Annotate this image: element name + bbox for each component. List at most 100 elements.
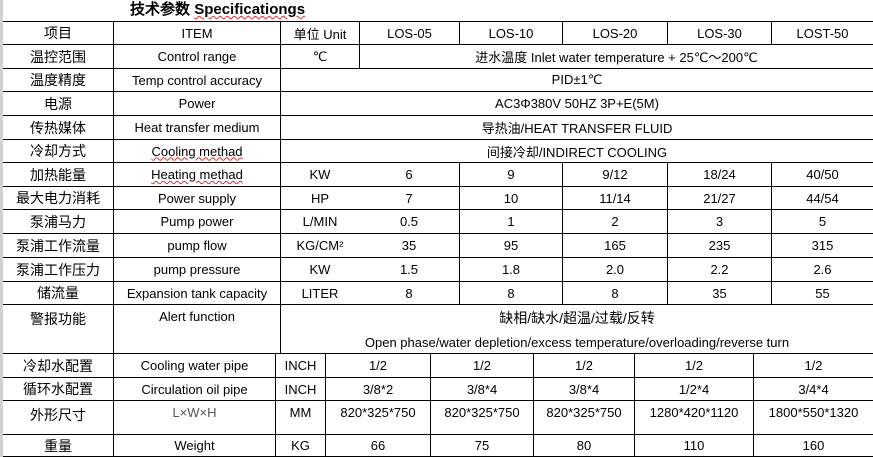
- table-row: 储流量 Expansion tank capacity LITER 8 8 8 35 55: [3, 281, 873, 304]
- row-label-en: Power supply: [113, 187, 280, 209]
- window-edge: [0, 0, 3, 457]
- row-value: 1800*550*1320: [753, 401, 873, 434]
- title-en: Specificationgs: [194, 1, 306, 18]
- table-row: 传热媒体 Heat transfer medium 导热油/HEAT TRANSFE…: [3, 115, 873, 139]
- alert-value-zh: 缺相/缺水/超温/过载/反转: [499, 310, 655, 327]
- table-row: 温控范围 Control range ℃ 进水温度 Inlet water tempe…: [3, 44, 873, 68]
- row-label-en: Control range: [113, 45, 280, 68]
- row-value: 55: [771, 282, 873, 304]
- row-value: 2.6: [771, 258, 873, 281]
- header-model: LOS-30: [667, 22, 771, 44]
- row-value: 1280*420*1120: [634, 401, 753, 434]
- row-value: 1/2: [325, 354, 430, 377]
- row-label-en: Heat transfer medium: [113, 116, 280, 139]
- row-value: 3/4*4: [753, 378, 873, 400]
- table-row: 项目 ITEM 单位 Unit LOS-05 LOS-10 LOS-20 LOS-30 LOS…: [3, 21, 873, 44]
- row-label-text: Heating methad: [151, 167, 243, 182]
- row-unit: HP: [280, 187, 359, 209]
- table-row: 电源 Power AC3Φ380V 50HZ 3P+E(5M): [3, 91, 873, 115]
- row-value: 2.0: [562, 258, 667, 281]
- row-value: 21/27: [667, 187, 771, 209]
- row-label-zh: 加热能量: [30, 166, 86, 183]
- row-label-en: Heating methad: [113, 163, 280, 186]
- row-value: 820*325*750: [533, 401, 634, 434]
- row-unit: KW: [280, 258, 359, 281]
- row-value: 8: [459, 282, 562, 304]
- row-value: 44/54: [771, 187, 873, 209]
- alert-value: 缺相/缺水/超温/过载/反转 Open phase/water depletion…: [280, 305, 873, 353]
- row-unit: INCH: [275, 354, 325, 377]
- row-label-en: Cooling water pipe: [113, 354, 275, 377]
- row-value: 10: [459, 187, 562, 209]
- row-label-zh: 泵浦工作压力: [16, 261, 100, 278]
- table-row: 冷却方式 Cooling methad 间接冷却/INDIRECT COOLING: [3, 139, 873, 162]
- row-value: 进水温度 Inlet water temperature + 25℃～200℃: [359, 45, 873, 68]
- row-value: 7: [405, 190, 413, 206]
- row-label-en: Temp control accuracy: [113, 69, 280, 91]
- row-label-zh: 冷却水配置: [23, 357, 93, 374]
- row-unit: MM: [275, 401, 325, 434]
- row-label-en: Power: [113, 92, 280, 115]
- row-value: 1.8: [459, 258, 562, 281]
- table-row: 外形尺寸 L×W×H MM 820*325*750 820*325*750 820*325…: [3, 400, 873, 434]
- table-row: 泵浦工作压力 pump pressure KW 1.5 1.8 2.0 2.2 2.6: [3, 257, 873, 281]
- row-unit: KW: [280, 163, 359, 186]
- table-row: 加热能量 Heating methad KW 6 9 9/12 18/24 40/50: [3, 162, 873, 186]
- row-label-zh: 外形尺寸: [30, 407, 86, 423]
- row-value: 40/50: [771, 163, 873, 186]
- row-label-zh: 电源: [44, 95, 72, 112]
- row-value: 11/14: [562, 187, 667, 209]
- row-label-en: Expansion tank capacity: [113, 282, 280, 304]
- row-label-zh: 传热媒体: [30, 119, 86, 136]
- row-label-zh: 重量: [44, 437, 72, 454]
- table-row: 重量 Weight KG 66 75 80 110 160: [3, 434, 873, 457]
- row-label-text: pump flow: [167, 238, 227, 253]
- row-value: 8: [562, 282, 667, 304]
- row-unit: L/MIN: [280, 210, 359, 233]
- row-value: 1/2: [533, 354, 634, 377]
- alert-label-zh: 警报功能: [30, 311, 86, 327]
- row-label-en: pump pressure: [113, 258, 280, 281]
- row-label-text: Power: [178, 96, 216, 111]
- row-value: 3/8*4: [430, 378, 533, 400]
- row-value: 66: [325, 435, 430, 456]
- row-value: 1.5: [399, 262, 419, 277]
- row-unit: ℃: [280, 45, 359, 68]
- row-label-zh: 泵浦马力: [30, 213, 86, 230]
- table-row: 冷却水配置 Cooling water pipe INCH 1/2 1/2 1/2 1/2 1…: [3, 353, 873, 377]
- row-value: 3: [667, 210, 771, 233]
- row-label-en: L×W×H: [113, 401, 275, 434]
- table-row: 温度精度 Temp control accuracy PID±1℃: [3, 68, 873, 91]
- row-value: 8: [405, 285, 413, 301]
- row-value: 0.5: [399, 214, 419, 229]
- row-label-en: Cooling methad: [113, 140, 280, 162]
- alert-label-en: Alert function: [113, 305, 280, 353]
- row-value: 1/2: [430, 354, 533, 377]
- row-value: AC3Φ380V 50HZ 3P+E(5M): [280, 92, 873, 115]
- title-zh: 技术参数: [130, 1, 191, 18]
- row-label-text: Power supply: [157, 190, 237, 206]
- row-label-zh: 循环水配置: [23, 381, 93, 397]
- row-label-zh: 泵浦工作流量: [16, 237, 100, 254]
- header-model: LOST-50: [771, 22, 873, 44]
- row-value: 1/2: [634, 354, 753, 377]
- row-unit: INCH: [275, 378, 325, 400]
- row-value: 18/24: [667, 163, 771, 186]
- row-value: 35: [667, 282, 771, 304]
- header-model: LOS-20: [562, 22, 667, 44]
- row-value: PID±1℃: [280, 69, 873, 91]
- row-value: 95: [459, 234, 562, 257]
- row-value: 1: [459, 210, 562, 233]
- row-label-text: Pump power: [160, 214, 234, 229]
- row-value: 80: [533, 435, 634, 456]
- row-value: 9: [459, 163, 562, 186]
- header-unit: 单位 Unit: [280, 22, 359, 44]
- row-value: 2: [562, 210, 667, 233]
- row-label-zh: 温度精度: [30, 72, 86, 88]
- row-value: 35: [401, 238, 417, 253]
- row-value: 2.2: [667, 258, 771, 281]
- table-row: 最大电力消耗 Power supply HP 7 10 11/14 21/27 44/54: [3, 186, 873, 209]
- row-value: 315: [771, 234, 873, 257]
- row-label-text: Temp control accuracy: [131, 72, 263, 88]
- row-value: 3/8*2: [325, 378, 430, 400]
